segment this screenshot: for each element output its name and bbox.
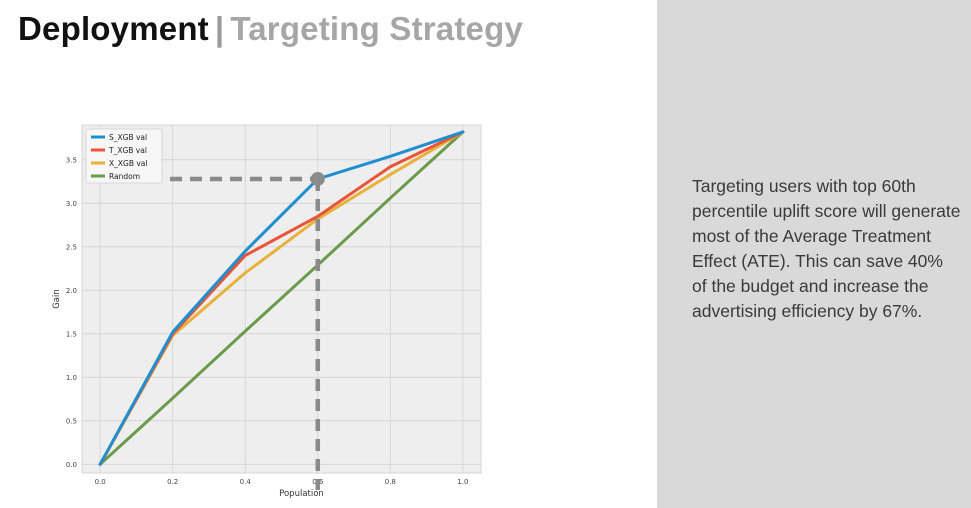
x-tick-label: 1.0 — [457, 478, 468, 486]
x-tick-label: 0.4 — [240, 478, 252, 486]
y-tick-label: 1.5 — [66, 330, 77, 338]
x-tick-label: 0.8 — [385, 478, 396, 486]
y-tick-label: 2.5 — [66, 243, 77, 251]
title-main: Deployment — [18, 10, 209, 47]
y-axis-label: Gain — [52, 289, 62, 309]
title-subtitle: Targeting Strategy — [230, 10, 524, 47]
y-tick-label: 1.0 — [66, 374, 77, 382]
legend-label: S_XGB val — [109, 133, 147, 142]
x-tick-label: 0.0 — [95, 478, 106, 486]
y-tick-label: 0.5 — [66, 417, 77, 425]
x-tick-label: 0.2 — [167, 478, 178, 486]
description-text: Targeting users with top 60th percentile… — [692, 176, 961, 321]
y-tick-label: 2.0 — [66, 287, 77, 295]
legend-label: Random — [109, 172, 140, 181]
legend-label: T_XGB val — [108, 146, 147, 155]
legend: S_XGB val T_XGB val X_XGB val Random — [85, 128, 163, 184]
series-line-random — [98, 130, 465, 466]
y-tick-label: 3.0 — [66, 200, 77, 208]
x-axis-label: Population — [279, 489, 324, 499]
side-panel: Targeting users with top 60th percentile… — [657, 0, 971, 508]
legend-box — [85, 128, 163, 184]
annotation-marker — [310, 171, 325, 186]
legend-label: X_XGB val — [109, 159, 148, 168]
y-tick-label: 0.0 — [66, 461, 77, 469]
slide-title: Deployment | Targeting Strategy — [18, 10, 523, 48]
series-line-s-xgb-val — [98, 130, 465, 466]
y-tick-label: 3.5 — [66, 156, 77, 164]
title-separator: | — [214, 10, 225, 47]
